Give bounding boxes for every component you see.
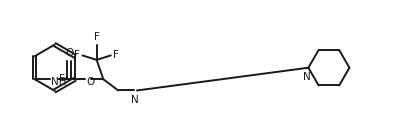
Text: N: N bbox=[303, 72, 311, 82]
Text: F: F bbox=[74, 50, 80, 60]
Text: F: F bbox=[94, 32, 99, 42]
Text: F: F bbox=[59, 74, 65, 84]
Text: N: N bbox=[131, 95, 139, 105]
Text: O: O bbox=[65, 48, 73, 58]
Text: F: F bbox=[113, 50, 119, 60]
Text: NH: NH bbox=[51, 77, 67, 87]
Text: O: O bbox=[86, 77, 95, 87]
